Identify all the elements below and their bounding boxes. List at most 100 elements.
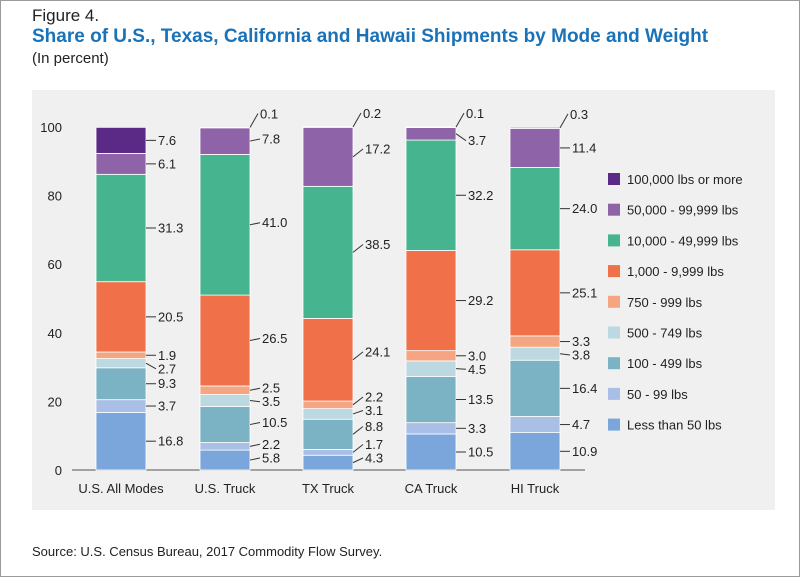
figure-label: Figure 4. (32, 6, 100, 25)
chart-title: Share of U.S., Texas, California and Haw… (32, 26, 709, 47)
source-note: Source: U.S. Census Bureau, 2017 Commodi… (32, 544, 383, 559)
bar-segment-tx-truck-less-than-50-lbs (302, 454, 354, 471)
data-label: 1.7 (365, 437, 383, 452)
data-label: 25.1 (572, 285, 597, 300)
data-label: 4.5 (468, 362, 486, 377)
data-label: 8.8 (365, 419, 383, 434)
bar-segment-ca-truck-100-000-lbs-or-more (405, 126, 457, 129)
data-label: 16.8 (158, 434, 183, 449)
leader-line (352, 112, 362, 128)
leader-line (352, 244, 364, 253)
x-tick-label: U.S. Truck (195, 481, 256, 496)
legend-entry: Less than 50 lbs (627, 418, 722, 433)
bar-segment-u-s-truck-less-than-50-lbs (199, 449, 251, 471)
leader-line (249, 138, 261, 142)
leader-line (352, 457, 364, 464)
bar-segment-ca-truck-1-000-9-999-lbs (405, 250, 457, 352)
bar-segment-ca-truck-50-000-99-999-lbs (405, 126, 457, 141)
leader-line (352, 351, 364, 361)
legend-swatch-500-749-lbs (608, 326, 620, 339)
data-label: 3.3 (572, 334, 590, 349)
legend-swatch-50-000-99-999-lbs (608, 203, 620, 216)
legend-entry: 50 - 99 lbs (627, 387, 688, 402)
data-label: 11.4 (572, 140, 596, 155)
data-label: 0.2 (363, 106, 381, 121)
leader-line (559, 353, 571, 356)
bar-segment-u-s-all-modes-500-749-lbs (95, 358, 147, 369)
leader-line (352, 426, 364, 435)
data-label: 3.5 (262, 394, 280, 409)
bar-segment-u-s-all-modes-750-999-lbs (95, 351, 147, 359)
data-label: 2.2 (262, 437, 280, 452)
data-label: 3.7 (468, 133, 486, 148)
bar-segment-hi-truck-less-than-50-lbs (509, 432, 561, 471)
leader-line (249, 422, 261, 426)
data-label: 16.4 (572, 381, 597, 396)
data-label: 3.7 (158, 399, 176, 414)
bar-segment-hi-truck-500-749-lbs (509, 346, 561, 361)
legend-swatch-less-than-50-lbs (608, 418, 620, 431)
bar-segment-hi-truck-10-000-49-999-lbs (509, 167, 561, 251)
bar-segment-u-s-all-modes-less-than-50-lbs (95, 411, 147, 471)
legend-swatch-750-999-lbs (608, 295, 620, 308)
chart-subtitle: (In percent) (32, 50, 109, 67)
data-label: 10.5 (262, 415, 287, 430)
leader-line (249, 113, 259, 128)
data-label: 1.9 (158, 348, 176, 363)
data-label: 17.2 (365, 142, 390, 157)
bar-segment-tx-truck-10-000-49-999-lbs (302, 185, 354, 319)
bar-segment-u-s-all-modes-100-000-lbs-or-more (95, 126, 147, 154)
x-tick-label: U.S. All Modes (78, 481, 164, 496)
leader-line (249, 400, 261, 403)
leader-line (455, 133, 467, 142)
data-label: 9.3 (158, 376, 176, 391)
legend-swatch-10-000-49-999-lbs (608, 234, 620, 247)
legend-entry: 100,000 lbs or more (627, 172, 743, 187)
x-tick-label: CA Truck (405, 481, 458, 496)
data-label: 4.3 (365, 451, 383, 466)
bar-segment-u-s-truck-50-000-99-999-lbs (199, 127, 251, 155)
data-label: 7.8 (262, 132, 280, 147)
bar-segment-u-s-truck-50-99-lbs (199, 442, 251, 451)
bar-segment-tx-truck-1-000-9-999-lbs (302, 317, 354, 402)
legend-entry: 10,000 - 49,999 lbs (627, 233, 739, 248)
bar-segment-u-s-truck-500-749-lbs (199, 394, 251, 407)
legend-swatch-100-000-lbs-or-more (608, 173, 620, 185)
bar-segment-u-s-truck-100-000-lbs-or-more (199, 126, 251, 129)
data-label: 24.0 (572, 201, 597, 216)
data-label: 7.6 (158, 133, 176, 148)
y-tick-label: 60 (48, 257, 62, 272)
legend-entry: 750 - 999 lbs (627, 295, 703, 310)
bar-segment-hi-truck-750-999-lbs (509, 335, 561, 348)
data-label: 10.9 (572, 444, 597, 459)
data-label: 38.5 (365, 237, 390, 252)
data-label: 4.7 (572, 417, 590, 432)
leader-line (249, 387, 261, 391)
leader-line (249, 337, 261, 342)
legend-swatch-1-000-9-999-lbs (608, 265, 620, 278)
y-tick-label: 100 (40, 120, 62, 135)
bar-segment-ca-truck-10-000-49-999-lbs (405, 139, 457, 251)
leader-line (249, 457, 261, 461)
bar-segment-tx-truck-50-000-99-999-lbs (302, 126, 354, 187)
leader-line (455, 368, 467, 370)
data-label: 3.0 (468, 348, 486, 363)
y-tick-label: 40 (48, 326, 62, 341)
bar-segment-tx-truck-50-99-lbs (302, 449, 354, 456)
legend-entry: 1,000 - 9,999 lbs (627, 264, 724, 279)
leader-line (249, 443, 261, 447)
data-label: 3.3 (468, 421, 486, 436)
data-label: 31.3 (158, 221, 183, 236)
bar-segment-hi-truck-50-99-lbs (509, 416, 561, 434)
bar-segment-u-s-truck-100-499-lbs (199, 406, 251, 443)
x-tick-label: HI Truck (511, 481, 560, 496)
legend-entry: 100 - 499 lbs (627, 356, 703, 371)
bar-segment-tx-truck-100-000-lbs-or-more (302, 126, 354, 128)
data-label: 32.2 (468, 188, 493, 203)
data-label: 0.3 (570, 107, 588, 122)
data-label: 10.5 (468, 444, 493, 459)
legend-swatch-50-99-lbs (608, 387, 620, 400)
bar-segment-ca-truck-500-749-lbs (405, 360, 457, 377)
data-label: 3.8 (572, 348, 590, 363)
bar-segment-hi-truck-100-000-lbs-or-more (509, 126, 561, 129)
